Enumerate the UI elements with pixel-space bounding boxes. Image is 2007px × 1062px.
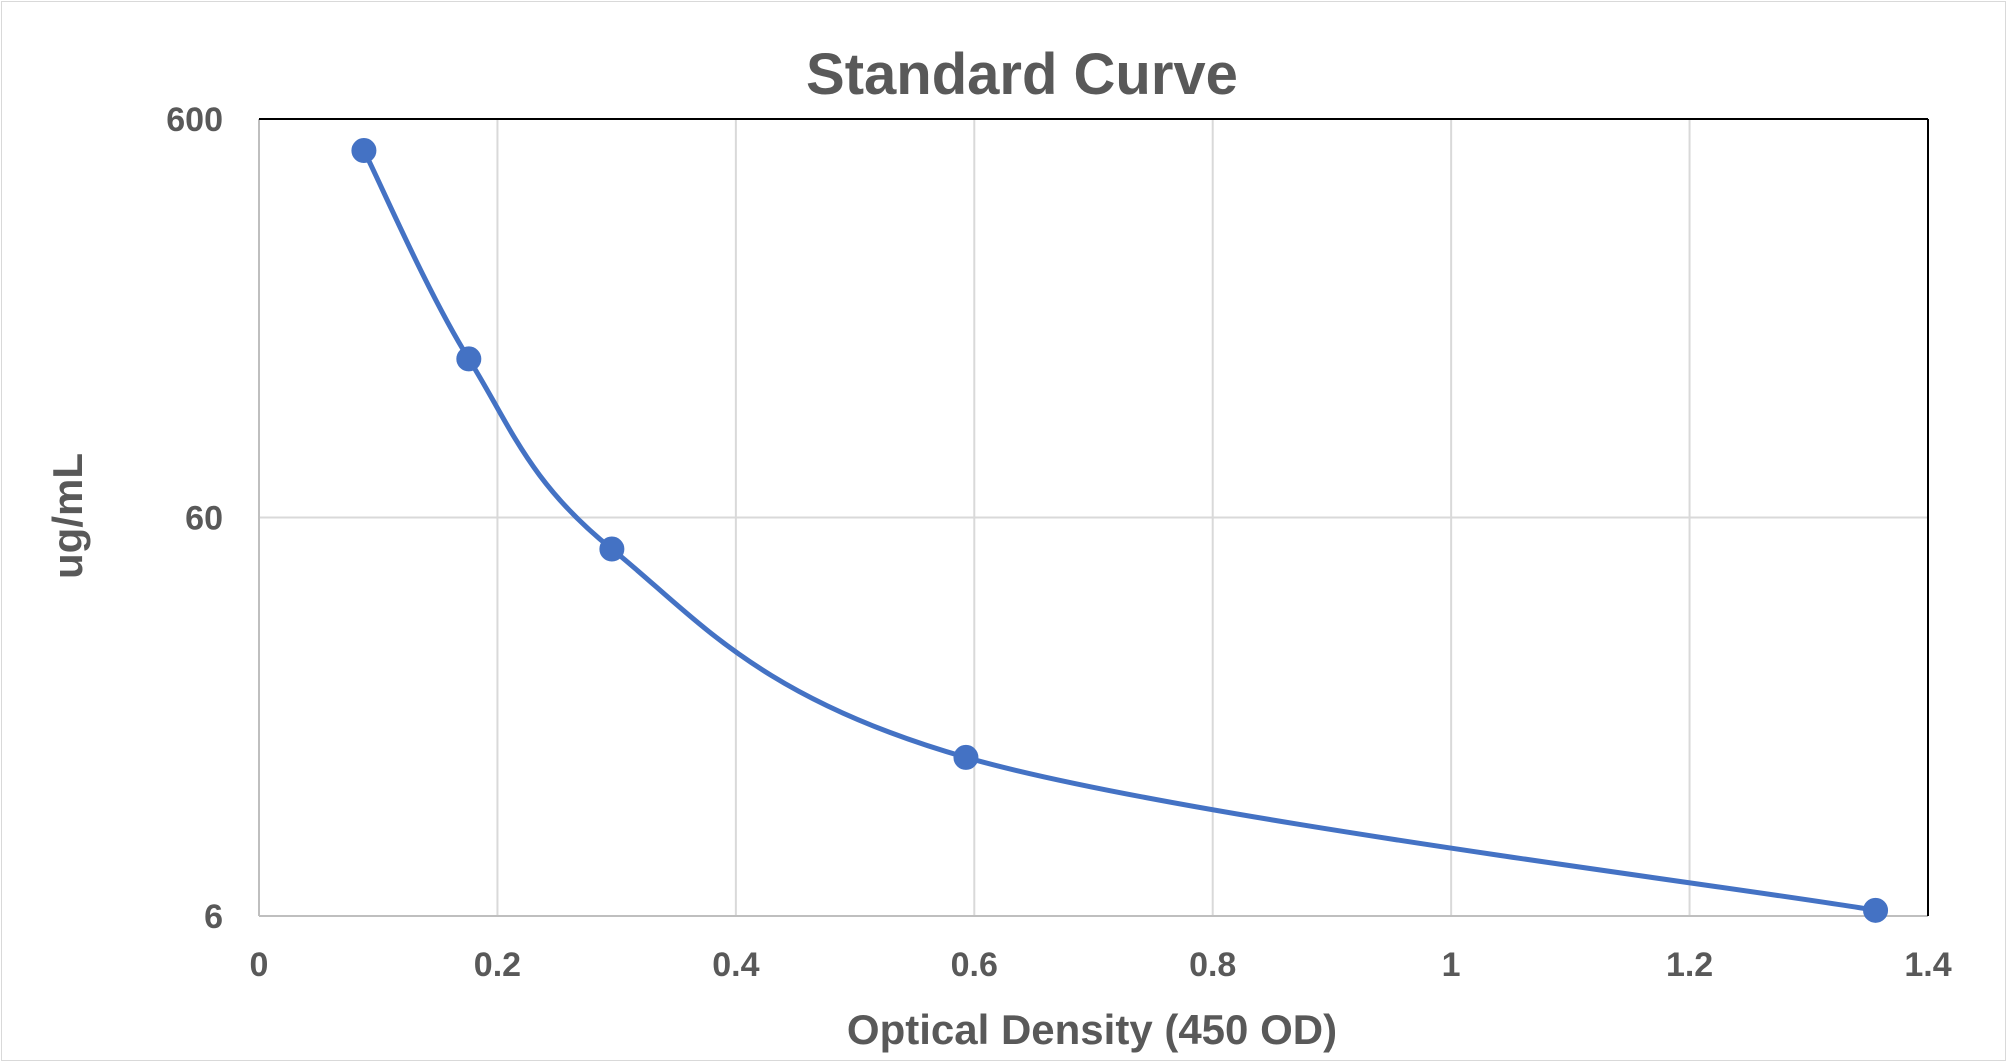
y-axis-title: ug/mL [44, 453, 91, 579]
x-tick-label: 0.2 [474, 946, 521, 984]
series-layer [351, 138, 1889, 923]
x-axis-title: Optical Density (450 OD) [847, 1006, 1337, 1053]
data-point [953, 744, 979, 770]
x-tick-label: 0.8 [1189, 946, 1236, 984]
axes [258, 118, 1929, 917]
data-point [456, 346, 482, 372]
x-tick-label: 0 [250, 946, 269, 984]
data-point [1863, 897, 1889, 923]
series-line [361, 148, 1879, 913]
x-tick-label: 0.6 [951, 946, 998, 984]
data-point [351, 138, 377, 164]
tick-labels: 0 0.2 0.4 0.6 0.8 1 1.2 1.4 6 60 600 [166, 101, 1951, 984]
data-point [599, 536, 625, 562]
x-tick-label: 1.2 [1666, 946, 1713, 984]
y-tick-label: 60 [185, 500, 223, 538]
chart-title: Standard Curve [806, 42, 1238, 107]
y-tick-label: 600 [166, 101, 223, 139]
gridlines [259, 118, 1929, 916]
x-tick-label: 1 [1442, 946, 1461, 984]
x-tick-label: 1.4 [1904, 946, 1951, 984]
x-tick-label: 0.4 [712, 946, 759, 984]
y-tick-label: 6 [204, 898, 223, 936]
